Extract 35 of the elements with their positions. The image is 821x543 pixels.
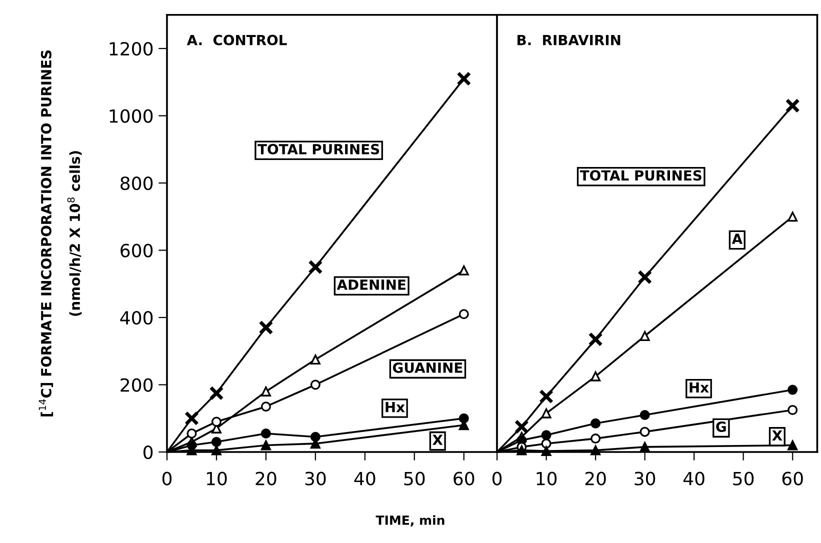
x-tick-label: 20 (585, 472, 606, 486)
x-tick-label: 30 (634, 472, 656, 486)
series-label: GUANINE (392, 362, 462, 373)
x-tick-label: 30 (305, 472, 326, 486)
x-tick-label: 10 (206, 472, 227, 486)
y-axis-title: [$^{14}$C] FORMATE INCORPORATION INTO PURINES (nmol/h/2 X 10$^{8}$ cells) (38, 50, 82, 416)
x-tick-label: 50 (733, 472, 754, 486)
series-label: ADENINE (336, 280, 406, 290)
series-label: X (432, 434, 443, 445)
series-label: Hx (386, 402, 405, 412)
x-tick-label: 50 (404, 472, 425, 486)
x-tick-label: 60 (454, 472, 474, 486)
x-tick-label: 10 (536, 472, 557, 486)
y-tick-label: 600 (120, 244, 153, 258)
text: B. RIBAVIRIN (518, 34, 620, 46)
y-tick-label: 200 (120, 378, 153, 392)
x-tick-label: 40 (683, 472, 704, 486)
y-tick-label: 1000 (110, 109, 153, 123)
series-label: G (716, 421, 726, 432)
x-tick-label: 0 (162, 472, 172, 486)
x-axis-title: TIME, min (376, 515, 444, 527)
text: A. CONTROL (186, 34, 287, 46)
y-tick-label: 800 (120, 176, 153, 190)
x-tick-label: 60 (782, 472, 803, 486)
series-label: A (732, 234, 742, 244)
series-label: TOTAL PURINES (258, 144, 380, 154)
y-tick-label: 400 (120, 310, 153, 325)
y-tick-label: 1200 (110, 42, 153, 56)
series-label: X (772, 430, 782, 441)
series-label: TOTAL PURINES (580, 170, 702, 181)
x-tick-label: 0 (492, 472, 502, 486)
x-tick-label: 40 (354, 472, 376, 486)
x-tick-label: 20 (256, 472, 276, 486)
series-label: Hx (690, 382, 709, 392)
y-tick-label: 0 (144, 445, 153, 460)
